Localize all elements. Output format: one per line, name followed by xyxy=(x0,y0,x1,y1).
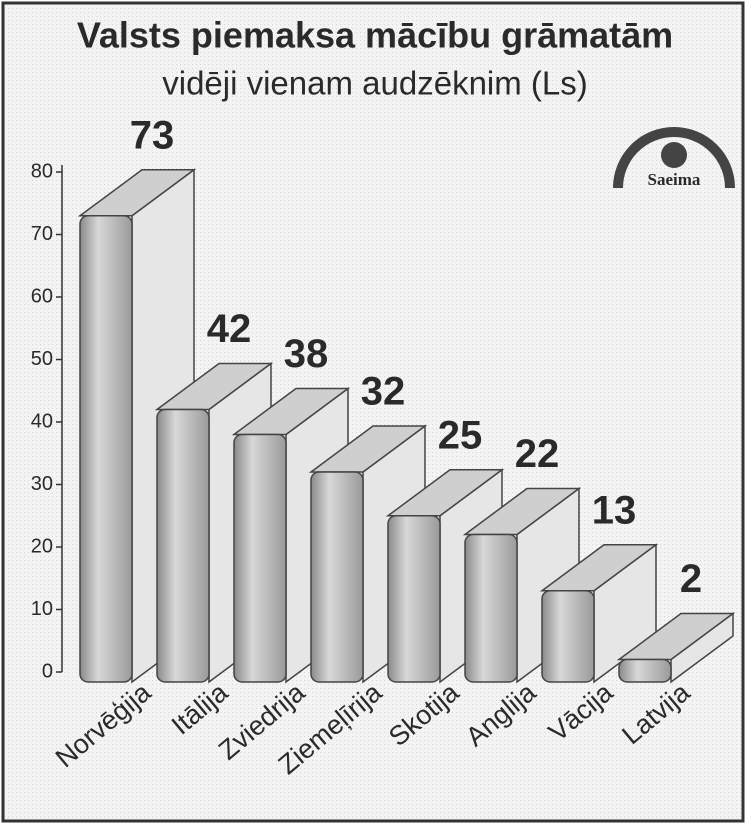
logo-text: Saeima xyxy=(648,170,701,189)
value-label: 73 xyxy=(130,113,175,157)
bar xyxy=(542,591,594,682)
y-tick-label: 30 xyxy=(31,473,53,495)
logo-head xyxy=(661,142,687,168)
y-tick-label: 60 xyxy=(31,285,53,307)
chart: Valsts piemaksa mācību grāmatām vidēji v… xyxy=(0,0,749,827)
value-label: 38 xyxy=(284,332,329,376)
bar xyxy=(619,660,671,683)
bar xyxy=(311,472,363,682)
value-label: 25 xyxy=(438,413,483,457)
y-tick-label: 0 xyxy=(42,660,53,682)
value-label: 42 xyxy=(207,307,252,351)
y-tick-label: 50 xyxy=(31,348,53,370)
y-tick-label: 20 xyxy=(31,535,53,557)
value-label: 22 xyxy=(515,432,560,476)
chart-title: Valsts piemaksa mācību grāmatām xyxy=(77,15,673,56)
bar xyxy=(388,516,440,682)
y-tick-label: 70 xyxy=(31,223,53,245)
y-tick-label: 10 xyxy=(31,598,53,620)
bar xyxy=(157,410,209,683)
chart-subtitle: vidēji vienam audzēknim (Ls) xyxy=(162,65,588,102)
bar xyxy=(234,435,286,683)
value-label: 32 xyxy=(361,370,406,414)
bar xyxy=(80,216,132,682)
bar xyxy=(465,535,517,683)
value-label: 2 xyxy=(680,557,702,601)
y-tick-label: 80 xyxy=(31,160,53,182)
page: {"chart_data": {"type": "bar", "title": … xyxy=(0,0,749,832)
value-label: 13 xyxy=(592,488,637,532)
y-tick-label: 40 xyxy=(31,410,53,432)
